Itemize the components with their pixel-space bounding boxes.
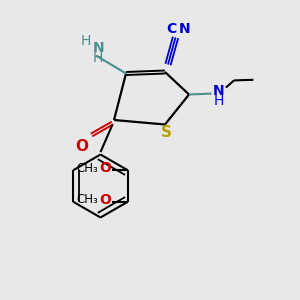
Text: N: N (92, 41, 104, 55)
Text: O: O (75, 139, 88, 154)
Text: CH₃: CH₃ (77, 193, 98, 206)
Text: O: O (100, 193, 112, 207)
Text: N: N (213, 84, 225, 98)
Text: H: H (93, 51, 103, 65)
Text: N: N (179, 22, 190, 36)
Text: CH₃: CH₃ (77, 162, 98, 175)
Text: S: S (161, 125, 172, 140)
Text: O: O (100, 161, 112, 175)
Text: H: H (81, 34, 91, 48)
Text: H: H (214, 94, 224, 108)
Text: C: C (166, 22, 176, 36)
